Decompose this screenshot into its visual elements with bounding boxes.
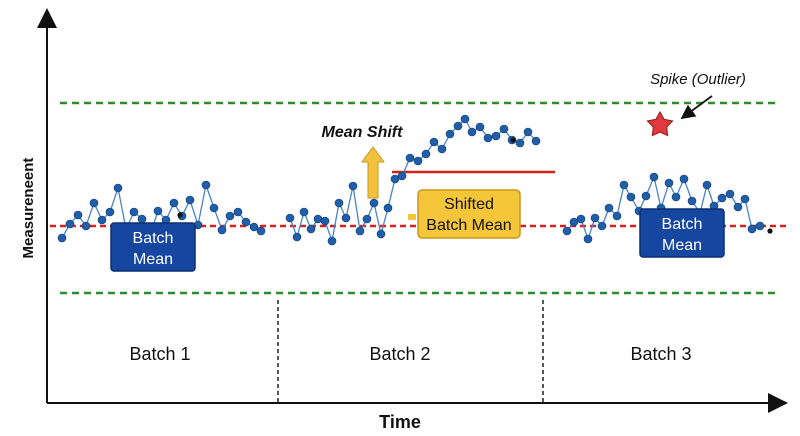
data-point [225,211,235,221]
data-point [619,180,629,190]
data-point [341,213,351,223]
data-point [348,181,358,191]
data-point [590,213,600,223]
data-point [405,153,415,163]
data-point [185,195,195,205]
data-point [292,232,302,242]
shifted-batch-mean-line-1: Shifted [444,196,494,213]
batch-mean-1-line-1: Batch [133,230,174,247]
data-point [687,196,697,206]
data-point [421,149,431,159]
batch-mean-3-line-1: Batch [662,216,703,233]
data-point [334,198,344,208]
data-point [583,234,593,244]
data-point [153,206,163,216]
batch-mean-box-1: Batch Mean [110,222,196,272]
data-point [299,207,309,217]
data-point [89,198,99,208]
data-point [649,172,659,182]
mean-shift-label: Mean Shift [322,124,404,141]
shifted-batch-mean-line-2: Batch Mean [426,217,511,234]
data-point-marker [177,212,183,218]
data-point [169,198,179,208]
data-point [515,138,525,148]
data-point [702,180,712,190]
data-point [576,214,586,224]
data-point [97,215,107,225]
data-point [475,122,485,132]
data-point [383,203,393,213]
spike-label: Spike (Outlier) [650,71,746,88]
data-point [733,202,743,212]
shifted-batch-mean-box: Shifted Batch Mean [408,189,521,239]
data-point [73,210,83,220]
data-point [320,216,330,226]
data-point [437,144,447,154]
data-point [531,136,541,146]
batch-mean-box-3: Batch Mean [639,208,725,258]
data-point [671,192,681,202]
batch-mean-1-line-2: Mean [133,251,173,268]
data-point [241,217,251,227]
data-point [445,129,455,139]
data-point [57,233,67,243]
data-point [717,193,727,203]
y-axis-label: Measureneent [20,158,37,259]
data-point [233,207,243,217]
batch-label-3: Batch 3 [630,344,691,364]
data-series [57,114,773,246]
data-point [499,124,509,134]
data-point [369,198,379,208]
data-point [413,156,423,166]
data-point [256,226,266,236]
data-point [491,131,501,141]
data-point [523,127,533,137]
data-point [355,226,365,236]
data-point [483,133,493,143]
up-arrow-icon [361,146,385,199]
data-point [137,214,147,224]
data-point [397,171,407,181]
data-point [362,214,372,224]
data-point [249,222,259,232]
data-point [664,178,674,188]
data-point [113,183,123,193]
data-point [612,211,622,221]
spike-pointer [680,95,713,120]
data-point-marker [510,137,516,143]
data-point [306,224,316,234]
data-point [217,225,227,235]
data-point [725,189,735,199]
batch-mean-3-line-2: Mean [662,237,702,254]
data-point [641,191,651,201]
data-point [467,127,477,137]
data-point [604,203,614,213]
data-point [740,194,750,204]
data-point [597,221,607,231]
data-point [562,226,572,236]
data-point [755,221,765,231]
data-point [626,192,636,202]
batch-label-2: Batch 2 [369,344,430,364]
data-point-marker [767,228,773,234]
data-point [129,207,139,217]
data-point [209,203,219,213]
data-point [376,229,386,239]
data-point [453,121,463,131]
data-point [327,236,337,246]
data-point [747,224,757,234]
star-icon [646,110,674,137]
x-axis-label: Time [379,412,421,432]
data-point [201,180,211,190]
data-point [429,137,439,147]
data-point [460,114,470,124]
data-point [81,221,91,231]
data-point [65,219,75,229]
data-point [285,213,295,223]
data-point [679,174,689,184]
batch-label-1: Batch 1 [129,344,190,364]
data-point [105,207,115,217]
